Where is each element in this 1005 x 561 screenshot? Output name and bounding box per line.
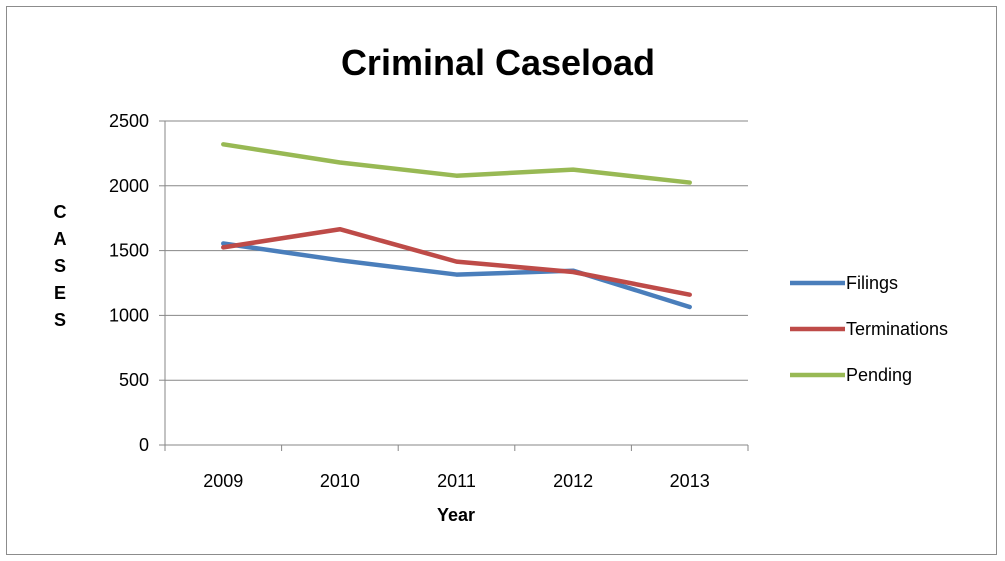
y-tick-label: 2000 [109, 176, 149, 196]
chart-frame [6, 6, 997, 555]
y-axis-label-letter: S [54, 256, 66, 276]
x-tick-label: 2009 [203, 471, 243, 491]
series-line-pending [221, 142, 692, 185]
y-tick-label: 2500 [109, 111, 149, 131]
legend-label: Pending [846, 365, 912, 385]
y-axis-label-letter: S [54, 310, 66, 330]
x-tick-label: 2013 [670, 471, 710, 491]
y-tick-labels: 0 500 1000 1500 2000 2500 [109, 111, 149, 455]
y-axis-label-letter: C [54, 202, 67, 222]
y-axis-label-letter: A [54, 229, 67, 249]
axes [159, 120, 749, 451]
legend: Filings Terminations Pending [790, 273, 948, 385]
legend-label: Filings [846, 273, 898, 293]
y-tick-label: 0 [139, 435, 149, 455]
y-tick-label: 1000 [109, 305, 149, 325]
series-lines [221, 142, 692, 310]
y-axis-label-letter: E [54, 283, 66, 303]
x-axis-label: Year [437, 505, 475, 525]
series-line-filings [221, 241, 692, 310]
x-tick-label: 2011 [437, 471, 476, 491]
x-tick-labels: 2009 2010 2011 2012 2013 [203, 471, 709, 491]
series-line-terminations [221, 226, 692, 297]
chart-title: Criminal Caseload [341, 42, 655, 83]
y-tick-label: 500 [119, 370, 149, 390]
y-tick-label: 1500 [109, 241, 149, 261]
gridlines [165, 120, 748, 381]
x-tick-label: 2010 [320, 471, 360, 491]
x-tick-label: 2012 [553, 471, 593, 491]
legend-label: Terminations [846, 319, 948, 339]
